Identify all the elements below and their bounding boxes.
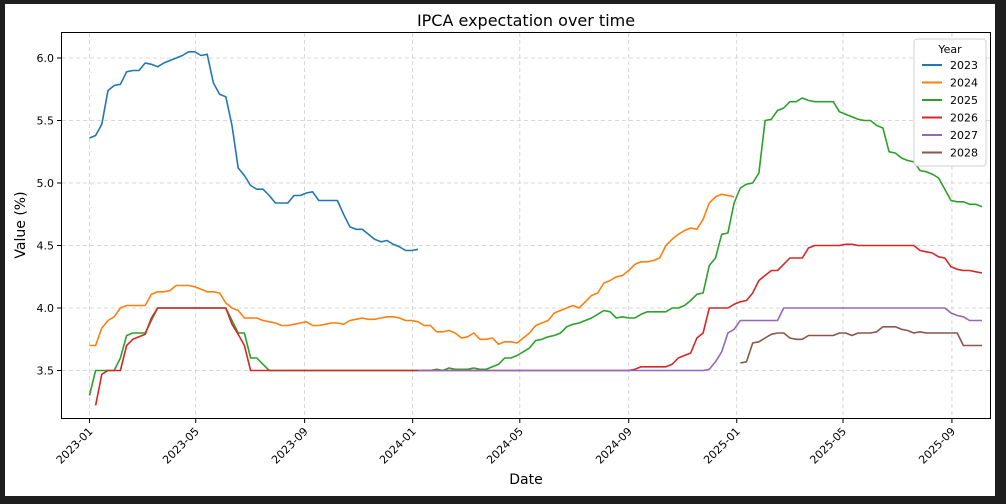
legend-label-2023: 2023 [950, 59, 978, 72]
x-tick-label: 2025-01 [701, 425, 743, 467]
legend-label-2026: 2026 [950, 112, 978, 125]
y-axis: 3.5 4.0 4.5 5.0 5.5 6.0 [37, 52, 62, 378]
y-axis-label: Value (%) [13, 191, 29, 258]
y-tick-label: 4.0 [37, 302, 55, 315]
x-tick-label: 2023-09 [269, 425, 311, 467]
x-tick-label: 2025-09 [916, 425, 958, 467]
legend-label-2025: 2025 [950, 94, 978, 107]
legend: Year 2023 2024 2025 2026 2027 2028 [913, 38, 987, 167]
legend-label-2027: 2027 [950, 129, 978, 142]
x-tick-label: 2024-01 [377, 425, 419, 467]
x-tick-label: 2024-05 [484, 425, 526, 467]
legend-title: Year [937, 43, 962, 56]
x-tick-label: 2025-05 [807, 425, 849, 467]
series-line-2023 [89, 51, 419, 252]
x-tick-label: 2024-09 [593, 425, 635, 467]
chart-title: IPCA expectation over time [417, 11, 635, 30]
grid-lines [62, 33, 990, 418]
legend-label-2028: 2028 [950, 147, 978, 160]
x-tick-label: 2023-01 [54, 425, 96, 467]
plot-area-frame [61, 32, 991, 419]
series-line-2024 [89, 193, 735, 347]
y-tick-label: 4.5 [37, 240, 55, 253]
legend-label-2024: 2024 [950, 77, 978, 90]
chart-figure: IPCA expectation over time 3.5 4.0 4.5 5.0 5… [5, 4, 995, 496]
line-chart: IPCA expectation over time 3.5 4.0 4.5 5.0 5… [13, 11, 991, 488]
series-line-2025 [88, 97, 983, 396]
x-axis-label: Date [509, 472, 542, 488]
series-line-2027 [418, 307, 982, 372]
series-line-2026 [94, 243, 983, 406]
y-tick-label: 5.5 [37, 115, 55, 128]
y-tick-label: 3.5 [37, 365, 55, 378]
series-lines [88, 51, 983, 406]
series-line-2028 [740, 326, 982, 364]
y-tick-label: 5.0 [37, 177, 55, 190]
x-tick-label: 2023-05 [160, 425, 202, 467]
x-axis: 2023-01 2023-05 2023-09 2024-01 2024-05 2024-… [54, 418, 958, 467]
y-tick-label: 6.0 [37, 52, 55, 65]
